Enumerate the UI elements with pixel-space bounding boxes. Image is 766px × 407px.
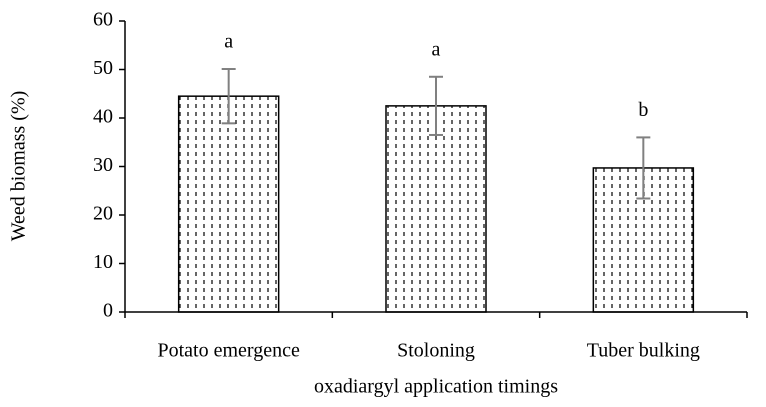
annotation: b: [638, 99, 648, 121]
x-tick-label: Potato emergence: [157, 340, 299, 362]
annotation: a: [432, 38, 441, 60]
y-tick-label: 10: [93, 251, 113, 273]
y-tick-label: 30: [93, 154, 113, 176]
y-tick-label: 0: [103, 300, 113, 322]
annotation: a: [224, 31, 233, 53]
y-tick-label: 60: [93, 9, 113, 31]
y-tick-label: 40: [93, 106, 113, 128]
x-axis-label: oxadiargyl application timings: [314, 376, 558, 398]
x-tick-label: Stoloning: [397, 340, 475, 362]
bar: [177, 95, 280, 313]
y-tick-label: 20: [93, 203, 113, 225]
y-tick-label: 50: [93, 57, 113, 79]
x-tick-label: Tuber bulking: [587, 340, 700, 362]
y-axis-label: Weed biomass (%): [8, 91, 30, 242]
bar: [385, 105, 487, 313]
